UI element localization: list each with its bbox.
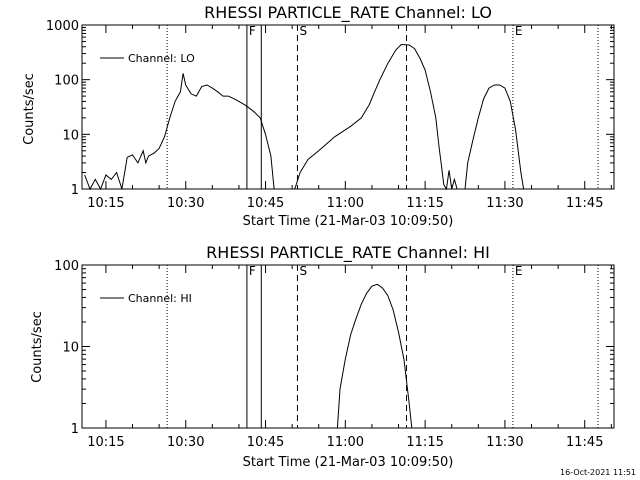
y-tick-label: 100 <box>54 74 79 89</box>
marker-label: S <box>299 24 307 38</box>
panel-lo-xlabel: Start Time (21-Mar-03 10:09:50) <box>243 214 454 229</box>
x-tick-label: 11:30 <box>486 196 523 211</box>
x-tick-label: 10:15 <box>87 196 124 211</box>
panel-hi-title: RHESSI PARTICLE_RATE Channel: HI <box>206 243 490 263</box>
x-tick-label: 11:00 <box>327 196 364 211</box>
marker-label: F <box>249 24 256 38</box>
panel-lo-frame <box>81 24 615 190</box>
legend-label: Channel: HI <box>128 292 192 305</box>
y-tick-label: 1000 <box>46 19 79 34</box>
x-tick-label: 10:15 <box>87 435 124 450</box>
x-tick-label: 10:45 <box>247 435 284 450</box>
marker-label: E <box>515 24 523 38</box>
x-tick-label: 10:30 <box>167 435 204 450</box>
x-tick-label: 11:15 <box>406 435 443 450</box>
panel-lo: RHESSI PARTICLE_RATE Channel: LO 10:15 10… <box>22 3 615 229</box>
y-tick-label: 1 <box>71 422 79 437</box>
marker-label: E <box>515 264 523 278</box>
timestamp: 16-Oct-2021 11:51 <box>560 468 636 477</box>
y-tick-label: 100 <box>54 259 79 274</box>
legend-label: Channel: LO <box>128 52 195 65</box>
x-tick-label: 11:45 <box>566 196 603 211</box>
series-line-lo <box>294 43 458 191</box>
panel-hi: RHESSI PARTICLE_RATE Channel: HI 10:15 10… <box>30 243 615 470</box>
y-tick-label: 1 <box>71 183 79 198</box>
series-line-lo <box>84 73 275 191</box>
panel-hi-plot: 10:15 10:30 10:45 11:00 11:15 11:30 11:45 1 10 10… <box>54 259 615 450</box>
y-tick-label: 10 <box>62 128 79 143</box>
x-tick-label: 11:15 <box>406 196 443 211</box>
series-line-lo <box>464 84 525 190</box>
panel-lo-ylabel: Counts/sec <box>22 73 37 145</box>
panel-hi-ylabel: Counts/sec <box>30 311 45 383</box>
marker-label: F <box>249 264 256 278</box>
panel-lo-plot: 10:15 10:30 10:45 11:00 11:15 11:30 11:45 1 10 10… <box>46 19 615 211</box>
series-line-hi <box>336 283 413 429</box>
panel-lo-title: RHESSI PARTICLE_RATE Channel: LO <box>204 3 492 23</box>
x-tick-label: 10:45 <box>247 196 284 211</box>
x-tick-label: 11:30 <box>486 435 523 450</box>
x-tick-label: 11:00 <box>327 435 364 450</box>
x-tick-label: 10:30 <box>167 196 204 211</box>
marker-label: S <box>299 264 307 278</box>
panel-hi-xlabel: Start Time (21-Mar-03 10:09:50) <box>243 455 454 470</box>
y-tick-label: 10 <box>62 341 79 356</box>
x-tick-label: 11:45 <box>566 435 603 450</box>
